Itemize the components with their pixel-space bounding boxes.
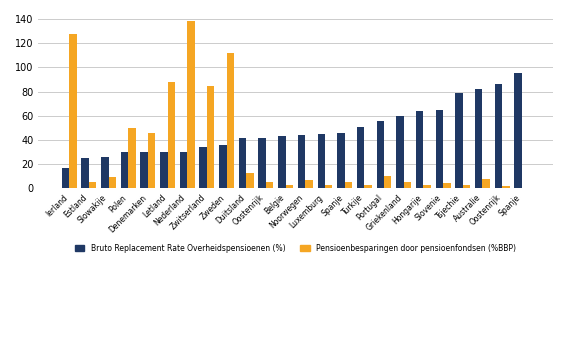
Bar — [325, 185, 332, 188]
Bar — [298, 135, 306, 188]
Bar — [475, 89, 482, 188]
Bar — [502, 186, 510, 188]
Bar — [266, 182, 274, 188]
Bar — [219, 145, 227, 188]
Bar — [482, 179, 490, 188]
Bar — [121, 152, 128, 188]
Bar — [443, 183, 450, 188]
Bar — [200, 147, 207, 188]
Bar — [246, 173, 254, 188]
Bar — [69, 34, 77, 188]
Bar — [239, 137, 246, 188]
Bar — [435, 110, 443, 188]
Bar — [89, 182, 96, 188]
Bar — [514, 73, 522, 188]
Bar — [424, 185, 431, 188]
Bar — [404, 182, 411, 188]
Bar — [455, 93, 463, 188]
Bar — [384, 176, 392, 188]
Legend: Bruto Replacement Rate Overheidspensioenen (%), Pensioenbesparingen door pensioe: Bruto Replacement Rate Overheidspensioen… — [72, 240, 519, 256]
Bar — [317, 134, 325, 188]
Bar — [140, 152, 148, 188]
Bar — [227, 53, 234, 188]
Bar — [377, 121, 384, 188]
Bar — [101, 157, 108, 188]
Bar — [357, 127, 364, 188]
Bar — [168, 82, 175, 188]
Bar — [82, 158, 89, 188]
Bar — [286, 185, 293, 188]
Bar — [207, 85, 214, 188]
Bar — [463, 185, 470, 188]
Bar — [160, 152, 168, 188]
Bar — [364, 185, 372, 188]
Bar — [62, 168, 69, 188]
Bar — [128, 128, 136, 188]
Bar — [278, 136, 286, 188]
Bar — [337, 133, 345, 188]
Bar — [180, 152, 188, 188]
Bar — [416, 111, 424, 188]
Bar — [495, 84, 502, 188]
Bar — [306, 180, 313, 188]
Bar — [345, 182, 352, 188]
Bar — [108, 177, 116, 188]
Bar — [258, 137, 266, 188]
Bar — [396, 116, 404, 188]
Bar — [148, 133, 156, 188]
Bar — [188, 21, 195, 188]
